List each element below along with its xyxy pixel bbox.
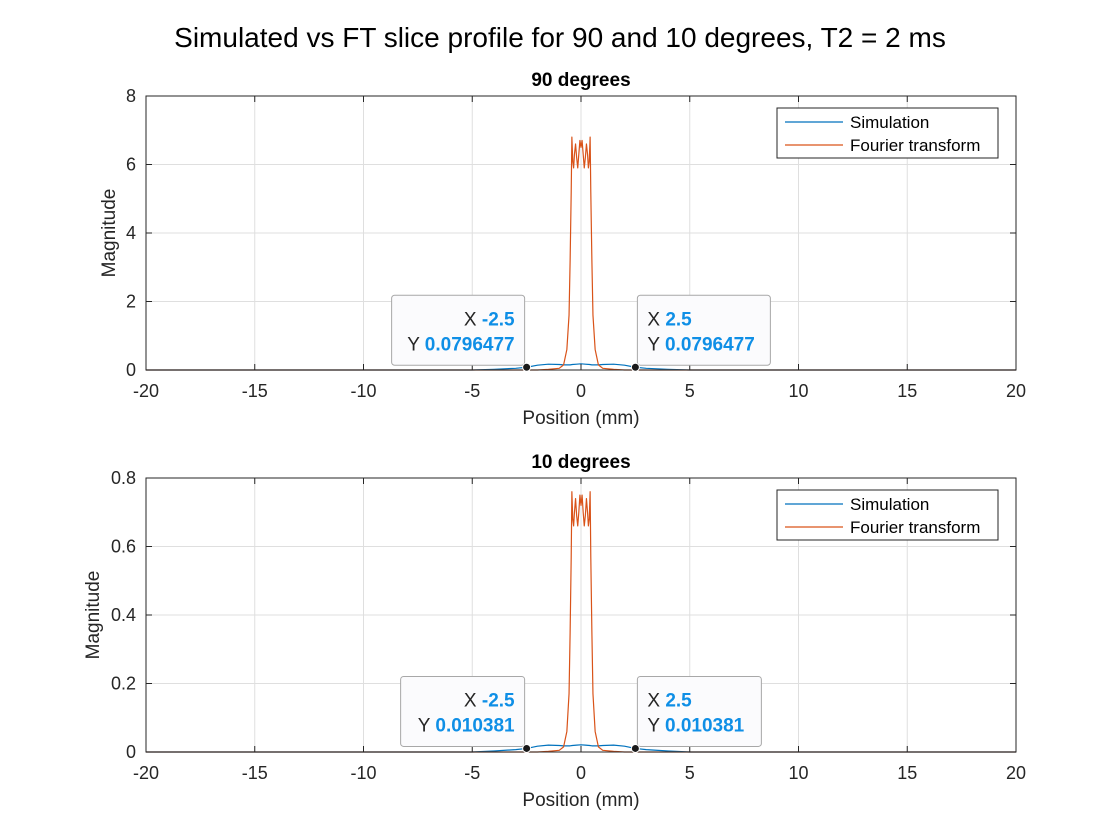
data-tip-key: Y bbox=[647, 334, 665, 355]
x-tick-label: 0 bbox=[576, 763, 586, 783]
data-tip-line: Y 0.0796477 bbox=[647, 334, 754, 355]
data-tip-key: X bbox=[464, 309, 482, 330]
y-tick-label: 0 bbox=[126, 360, 136, 380]
legend: Simulation Fourier transform bbox=[776, 489, 999, 541]
data-tip-value: -2.5 bbox=[482, 309, 515, 330]
subplot-title: 90 degrees bbox=[531, 70, 630, 91]
data-tip-marker bbox=[522, 743, 532, 753]
data-tip-key: X bbox=[647, 690, 665, 711]
data-tip-value: 0.0796477 bbox=[665, 334, 755, 355]
data-tip-value: 0.010381 bbox=[435, 715, 515, 736]
x-tick-label: 15 bbox=[897, 381, 917, 401]
data-tip-value: 0.010381 bbox=[665, 715, 745, 736]
x-axis-label: Position (mm) bbox=[522, 408, 639, 429]
data-tip-line: X 2.5 bbox=[647, 690, 692, 711]
data-tip: X -2.5 Y 0.0796477 bbox=[391, 294, 532, 372]
legend-label: Simulation bbox=[850, 113, 929, 132]
legend-label: Fourier transform bbox=[850, 518, 980, 537]
data-tip-box bbox=[391, 294, 526, 366]
y-axis-label: Magnitude bbox=[99, 189, 120, 278]
y-tick-label: 0.2 bbox=[111, 674, 136, 694]
legend-box bbox=[776, 107, 999, 159]
data-tip-marker bbox=[522, 362, 532, 372]
y-tick-label: 0 bbox=[126, 742, 136, 762]
legend-label: Simulation bbox=[850, 495, 929, 514]
y-tick-label: 4 bbox=[126, 223, 136, 243]
y-axis-label: Magnitude bbox=[83, 571, 104, 660]
data-tip-value: 0.0796477 bbox=[425, 334, 515, 355]
data-tip-value: 2.5 bbox=[665, 309, 692, 330]
x-tick-label: -15 bbox=[242, 763, 268, 783]
data-tip-key: Y bbox=[418, 715, 436, 736]
x-tick-label: 10 bbox=[788, 381, 808, 401]
data-tip-key: Y bbox=[407, 334, 425, 355]
y-tick-label: 6 bbox=[126, 155, 136, 175]
data-tip-key: X bbox=[464, 690, 482, 711]
data-tip: X -2.5 Y 0.010381 bbox=[400, 675, 532, 753]
data-tip-value: 2.5 bbox=[665, 690, 692, 711]
data-tip-key: Y bbox=[647, 715, 665, 736]
data-tip-box bbox=[636, 294, 771, 366]
data-tip: X 2.5Y 0.0796477 bbox=[630, 294, 771, 372]
fourier-transform-line bbox=[146, 491, 1016, 753]
data-tip-marker bbox=[630, 743, 640, 753]
x-tick-label: 5 bbox=[685, 763, 695, 783]
x-tick-label: -5 bbox=[464, 763, 480, 783]
subplot-10-degrees: -20 -15 -10 -5 0 5 10 15 20 0 0.2 0.4 0.6 0.8 10 degre… bbox=[83, 452, 1026, 811]
subplot-90-degrees: -20 -15 -10 -5 0 5 10 15 20 0 2 4 6 8 90 degrees Positi… bbox=[99, 70, 1026, 429]
x-tick-label: 10 bbox=[788, 763, 808, 783]
data-tip-box bbox=[636, 675, 762, 747]
x-tick-label: -10 bbox=[350, 381, 376, 401]
data-tip-line: Y 0.010381 bbox=[647, 715, 744, 736]
x-tick-label: -5 bbox=[464, 381, 480, 401]
x-tick-label: -10 bbox=[350, 763, 376, 783]
x-tick-label: 20 bbox=[1006, 381, 1026, 401]
x-tick-label: 5 bbox=[685, 381, 695, 401]
subplot-title: 10 degrees bbox=[531, 452, 630, 473]
legend: Simulation Fourier transform bbox=[776, 107, 999, 159]
y-tick-label: 8 bbox=[126, 86, 136, 106]
x-tick-label: 20 bbox=[1006, 763, 1026, 783]
data-tip-line: X -2.5 bbox=[464, 690, 515, 711]
y-tick-label: 0.6 bbox=[111, 537, 136, 557]
y-tick-label: 2 bbox=[126, 292, 136, 312]
data-tip-key: X bbox=[647, 309, 665, 330]
data-tip: X 2.5Y 0.010381 bbox=[630, 675, 762, 753]
legend-label: Fourier transform bbox=[850, 136, 980, 155]
x-tick-label: -20 bbox=[133, 763, 159, 783]
figure-title: Simulated vs FT slice profile for 90 and… bbox=[174, 22, 946, 53]
data-tip-line: X -2.5 bbox=[464, 309, 515, 330]
y-tick-label: 0.4 bbox=[111, 605, 136, 625]
y-tick-label: 0.8 bbox=[111, 468, 136, 488]
x-tick-label: -20 bbox=[133, 381, 159, 401]
data-tip-line: Y 0.010381 bbox=[418, 715, 515, 736]
x-tick-label: -15 bbox=[242, 381, 268, 401]
data-tip-box bbox=[400, 675, 526, 747]
data-tip-marker bbox=[630, 362, 640, 372]
x-axis-label: Position (mm) bbox=[522, 790, 639, 811]
data-tip-line: X 2.5 bbox=[647, 309, 692, 330]
data-tip-value: -2.5 bbox=[482, 690, 515, 711]
data-tip-line: Y 0.0796477 bbox=[407, 334, 514, 355]
legend-box bbox=[776, 489, 999, 541]
fourier-transform-line bbox=[146, 136, 1016, 371]
x-tick-label: 0 bbox=[576, 381, 586, 401]
x-tick-label: 15 bbox=[897, 763, 917, 783]
